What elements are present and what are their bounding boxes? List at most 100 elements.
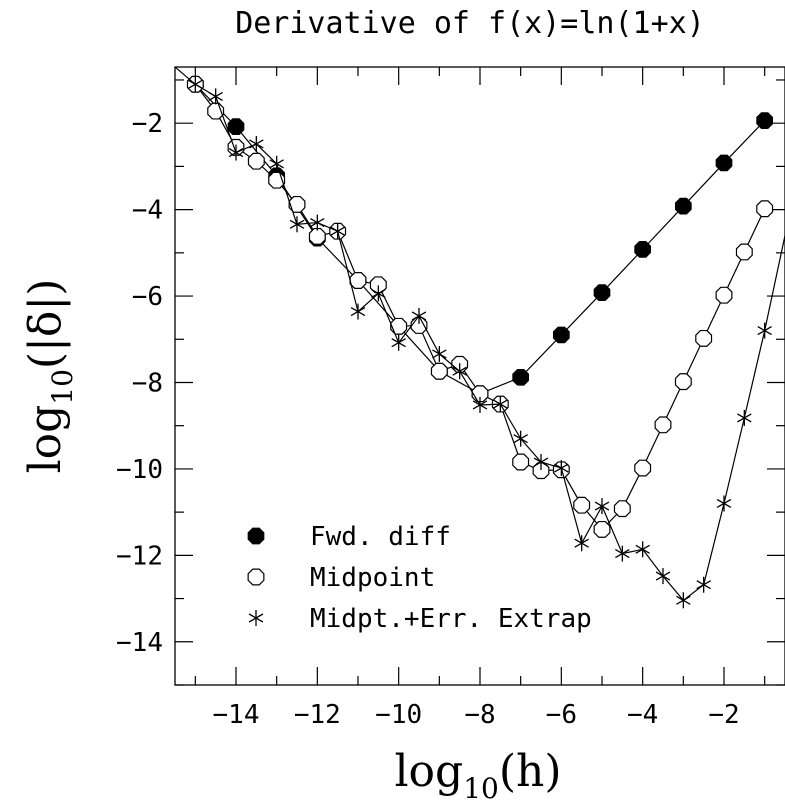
data-point [310,214,325,231]
series-line [175,67,785,602]
data-point [573,496,591,514]
y-tick-label: −8 [132,368,163,398]
asterisk-stroke [310,218,325,228]
data-point [593,284,611,301]
data-point [634,241,652,258]
data-point [574,535,589,552]
data-point [188,76,203,93]
series-0 [186,75,774,403]
data-point [655,568,671,585]
data-point [247,527,265,545]
asterisk-stroke [452,366,467,376]
x-tick-label: −2 [708,700,739,730]
asterisk-stroke [737,413,752,423]
y-tick-label: −4 [132,196,163,226]
data-point [349,272,367,289]
data-point [227,118,245,135]
data-point [716,495,732,512]
data-point [472,396,488,413]
asterisk-stroke [635,544,650,554]
asterisk-stroke [228,148,244,158]
x-tick-label: −10 [375,700,422,730]
data-point [593,520,611,538]
asterisk-stroke [594,501,610,511]
y-tick-label: −2 [132,109,163,139]
axes-layer: −14 −12 −10 −8 −6 −4 −2 −2 −4 −6 −8 −10 −12 −14 [116,66,785,730]
data-point [208,88,223,105]
data-point [289,216,305,233]
x-axis-label: log10(h) [394,746,561,801]
data-point [654,416,672,434]
x-tick-label: −12 [294,700,341,730]
series-layer [175,67,785,609]
asterisk-stroke [391,338,406,348]
asterisk-stroke [676,595,691,605]
asterisk-stroke [330,226,345,236]
x-tick-label: −14 [213,700,260,730]
legend-label: Midpt.+Err. Extrap [310,604,592,634]
chart-title: Derivative of f(x)=ln(1+x) [235,6,705,41]
data-point [371,285,386,302]
y-tick-label: −6 [132,282,163,312]
asterisk-stroke [411,311,427,321]
data-point [452,363,467,380]
data-point [512,453,530,471]
asterisk-stroke [208,91,223,101]
data-point [674,197,692,215]
asterisk-stroke [615,549,630,559]
data-point [248,610,264,626]
data-point [554,460,569,477]
data-point [391,334,406,351]
data-point [735,243,753,261]
x-tick-label: −8 [464,700,495,730]
asterisk-stroke [249,139,264,149]
data-point [615,545,630,562]
data-point [635,541,650,558]
legend-label: Midpoint [310,563,435,593]
data-point [533,454,549,471]
asterisk-stroke [696,580,711,590]
asterisk-stroke [493,399,508,409]
series-line [194,83,766,395]
data-point [674,373,692,391]
data-point [594,498,610,515]
data-point [411,307,427,324]
data-point [512,368,530,386]
data-point [613,500,631,518]
data-point [330,223,345,240]
asterisk-stroke [554,463,569,473]
asterisk-stroke [574,538,589,548]
data-point [737,409,752,426]
asterisk-stroke [289,219,305,229]
asterisk-stroke [371,288,386,299]
data-point [493,396,508,413]
data-point [228,144,244,161]
y-tick-label: −10 [116,455,163,485]
data-point [249,135,264,152]
data-point [269,155,284,172]
y-axis-label: log10(|δ|) [20,279,79,474]
asterisk-stroke [248,613,264,623]
asterisk-stroke [350,307,366,317]
data-point [695,329,713,347]
x-tick-label: −4 [627,700,658,730]
y-tick-label: −14 [116,628,163,658]
data-point [288,195,306,213]
asterisk-stroke [655,571,671,581]
data-point [247,568,265,586]
data-point [308,227,326,245]
data-point [696,576,711,593]
data-point [390,317,408,335]
data-point [756,112,774,129]
series-1 [186,75,774,538]
data-point [247,152,265,170]
data-point [350,303,366,320]
data-point [430,362,448,380]
asterisk-stroke [757,326,772,336]
data-point [513,430,528,447]
data-point [634,459,652,477]
asterisk-stroke [432,349,447,359]
asterisk-stroke [269,159,284,169]
